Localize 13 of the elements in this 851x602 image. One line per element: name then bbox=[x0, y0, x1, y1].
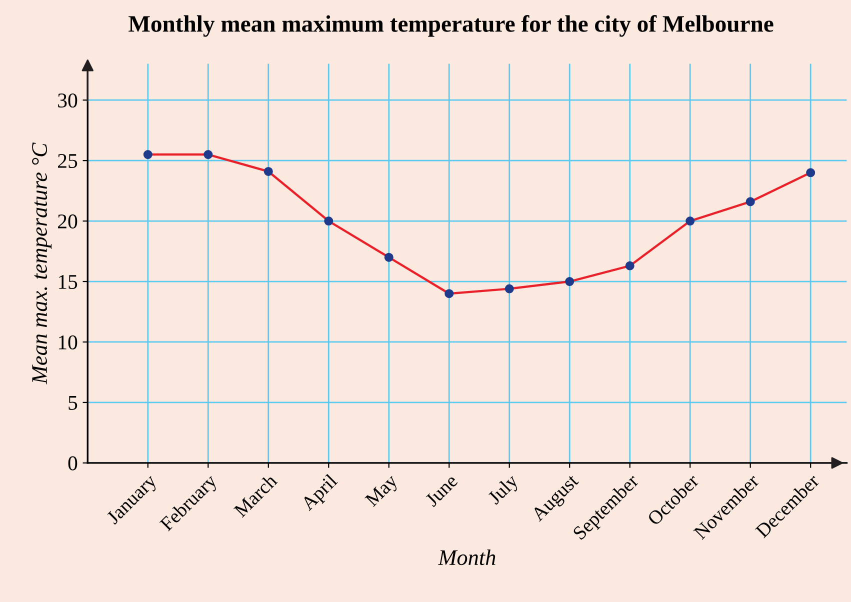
x-tick-label: June bbox=[424, 474, 458, 508]
y-tick-label: 20 bbox=[58, 214, 78, 228]
chart-title: Monthly mean maximum temperature for the city of Melbourne bbox=[128, 15, 774, 37]
y-tick-label: 15 bbox=[58, 274, 78, 289]
y-tick-label: 30 bbox=[58, 93, 78, 108]
x-tick-label: May bbox=[364, 473, 402, 510]
x-tick-label: July bbox=[486, 472, 522, 508]
y-tick-label: 10 bbox=[58, 335, 78, 350]
y-tick-label: 5 bbox=[68, 396, 78, 410]
x-axis-title: Month bbox=[438, 549, 496, 566]
y-axis-title: Mean max. temperature °C bbox=[32, 142, 52, 384]
y-tick-label: 0 bbox=[68, 456, 78, 470]
y-tick-label: 25 bbox=[58, 154, 78, 168]
